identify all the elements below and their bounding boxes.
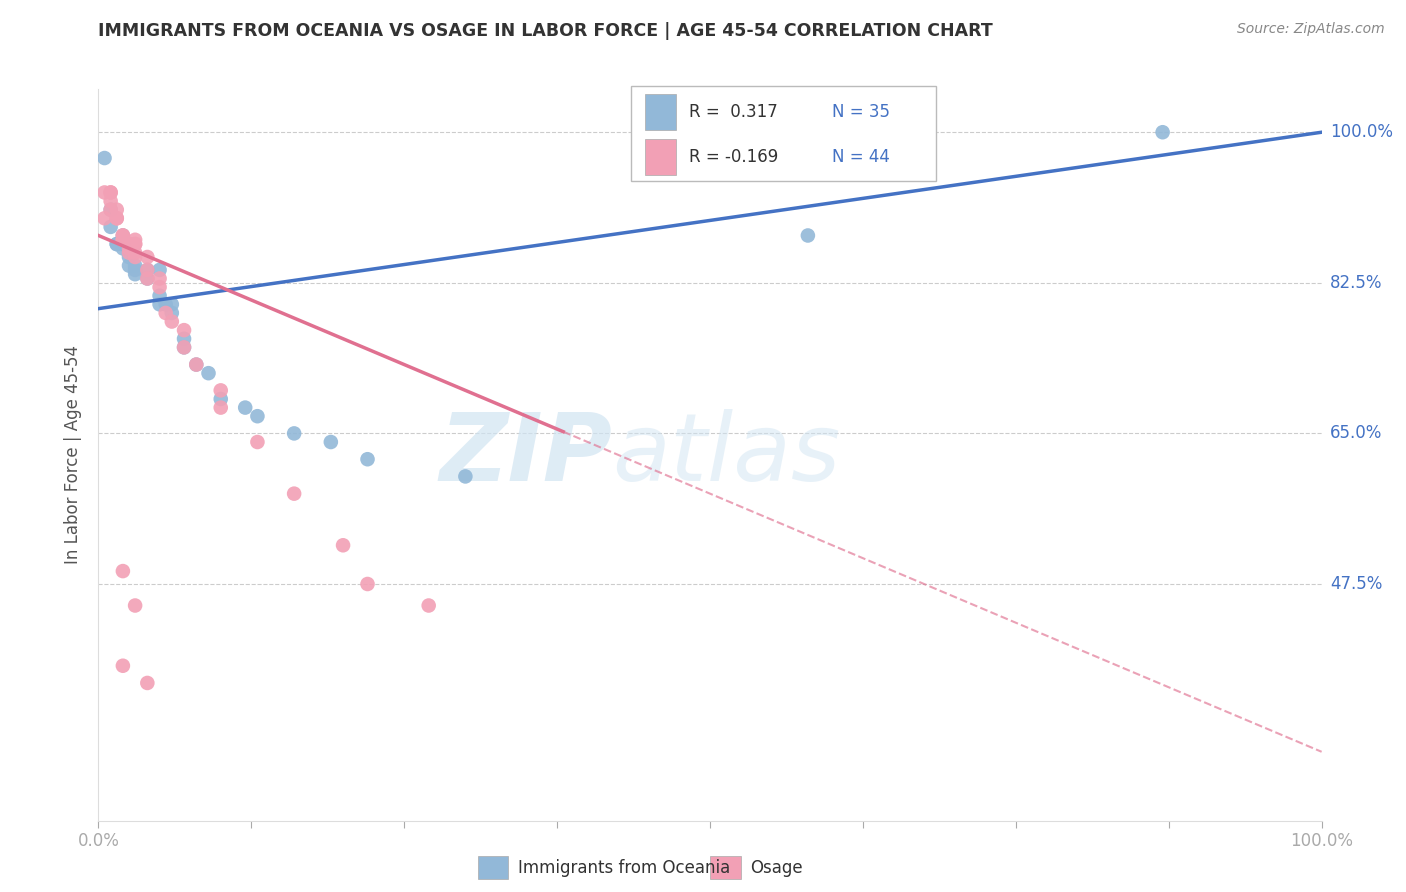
Text: 100.0%: 100.0%	[1330, 123, 1393, 141]
Point	[124, 250, 146, 264]
Point	[246, 409, 269, 424]
Point	[209, 401, 232, 415]
Point	[124, 599, 146, 613]
Text: atlas: atlas	[612, 409, 841, 500]
Point	[149, 271, 172, 285]
Point	[111, 228, 134, 243]
Point	[136, 271, 159, 285]
Point	[246, 435, 269, 450]
Point	[233, 401, 256, 415]
Point	[160, 306, 183, 320]
Bar	[645, 138, 676, 175]
Point	[209, 384, 232, 398]
Point	[111, 564, 134, 578]
Point	[186, 358, 208, 372]
Point	[100, 194, 122, 208]
Point	[111, 233, 134, 247]
Point	[118, 241, 141, 255]
Point	[149, 280, 172, 294]
Point	[173, 340, 195, 354]
Point	[111, 241, 134, 255]
Point	[118, 237, 141, 252]
Bar	[478, 855, 508, 880]
Point	[105, 211, 128, 226]
Point	[319, 435, 342, 450]
Point	[209, 392, 232, 406]
Point	[124, 237, 146, 252]
Point	[149, 289, 172, 303]
Point	[797, 228, 820, 243]
Point	[332, 538, 354, 552]
Bar	[710, 855, 741, 880]
Text: N = 35: N = 35	[832, 103, 890, 121]
Point	[186, 358, 208, 372]
Point	[124, 245, 146, 260]
Point	[124, 259, 146, 273]
Point	[124, 267, 146, 281]
Point	[136, 676, 159, 690]
Point	[136, 271, 159, 285]
Point	[124, 263, 146, 277]
Point	[173, 340, 195, 354]
Point	[197, 366, 219, 380]
FancyBboxPatch shape	[630, 86, 936, 180]
Point	[118, 259, 141, 273]
Text: IMMIGRANTS FROM OCEANIA VS OSAGE IN LABOR FORCE | AGE 45-54 CORRELATION CHART: IMMIGRANTS FROM OCEANIA VS OSAGE IN LABO…	[98, 22, 993, 40]
Point	[124, 237, 146, 252]
Y-axis label: In Labor Force | Age 45-54: In Labor Force | Age 45-54	[65, 345, 83, 565]
Point	[155, 297, 177, 311]
Text: Immigrants from Oceania: Immigrants from Oceania	[517, 859, 730, 877]
Point	[93, 151, 115, 165]
Point	[173, 332, 195, 346]
Text: ZIP: ZIP	[439, 409, 612, 501]
Point	[149, 297, 172, 311]
Point	[105, 202, 128, 217]
Text: R =  0.317: R = 0.317	[689, 103, 778, 121]
Point	[100, 202, 122, 217]
Point	[160, 297, 183, 311]
Point	[155, 306, 177, 320]
Text: R = -0.169: R = -0.169	[689, 148, 779, 166]
Point	[93, 211, 115, 226]
Point	[136, 263, 159, 277]
Point	[173, 323, 195, 337]
Point	[100, 186, 122, 200]
Point	[111, 237, 134, 252]
Point	[111, 658, 134, 673]
Text: 82.5%: 82.5%	[1330, 274, 1382, 292]
Point	[100, 186, 122, 200]
Point	[105, 237, 128, 252]
Point	[149, 263, 172, 277]
Point	[356, 577, 378, 591]
Point	[118, 237, 141, 252]
Point	[93, 186, 115, 200]
Point	[111, 237, 134, 252]
Point	[356, 452, 378, 467]
Point	[105, 237, 128, 252]
Point	[105, 211, 128, 226]
Point	[124, 233, 146, 247]
Point	[118, 245, 141, 260]
Text: 47.5%: 47.5%	[1330, 575, 1382, 593]
Point	[454, 469, 477, 483]
Point	[100, 219, 122, 234]
Point	[136, 263, 159, 277]
Text: Source: ZipAtlas.com: Source: ZipAtlas.com	[1237, 22, 1385, 37]
Point	[136, 250, 159, 264]
Point	[160, 314, 183, 328]
Point	[111, 233, 134, 247]
Bar	[645, 94, 676, 130]
Point	[118, 250, 141, 264]
Point	[283, 426, 305, 441]
Point	[283, 486, 305, 500]
Text: N = 44: N = 44	[832, 148, 890, 166]
Point	[111, 228, 134, 243]
Point	[1152, 125, 1174, 139]
Point	[111, 228, 134, 243]
Point	[100, 202, 122, 217]
Point	[111, 233, 134, 247]
Text: 65.0%: 65.0%	[1330, 425, 1382, 442]
Text: Osage: Osage	[751, 859, 803, 877]
Point	[418, 599, 440, 613]
